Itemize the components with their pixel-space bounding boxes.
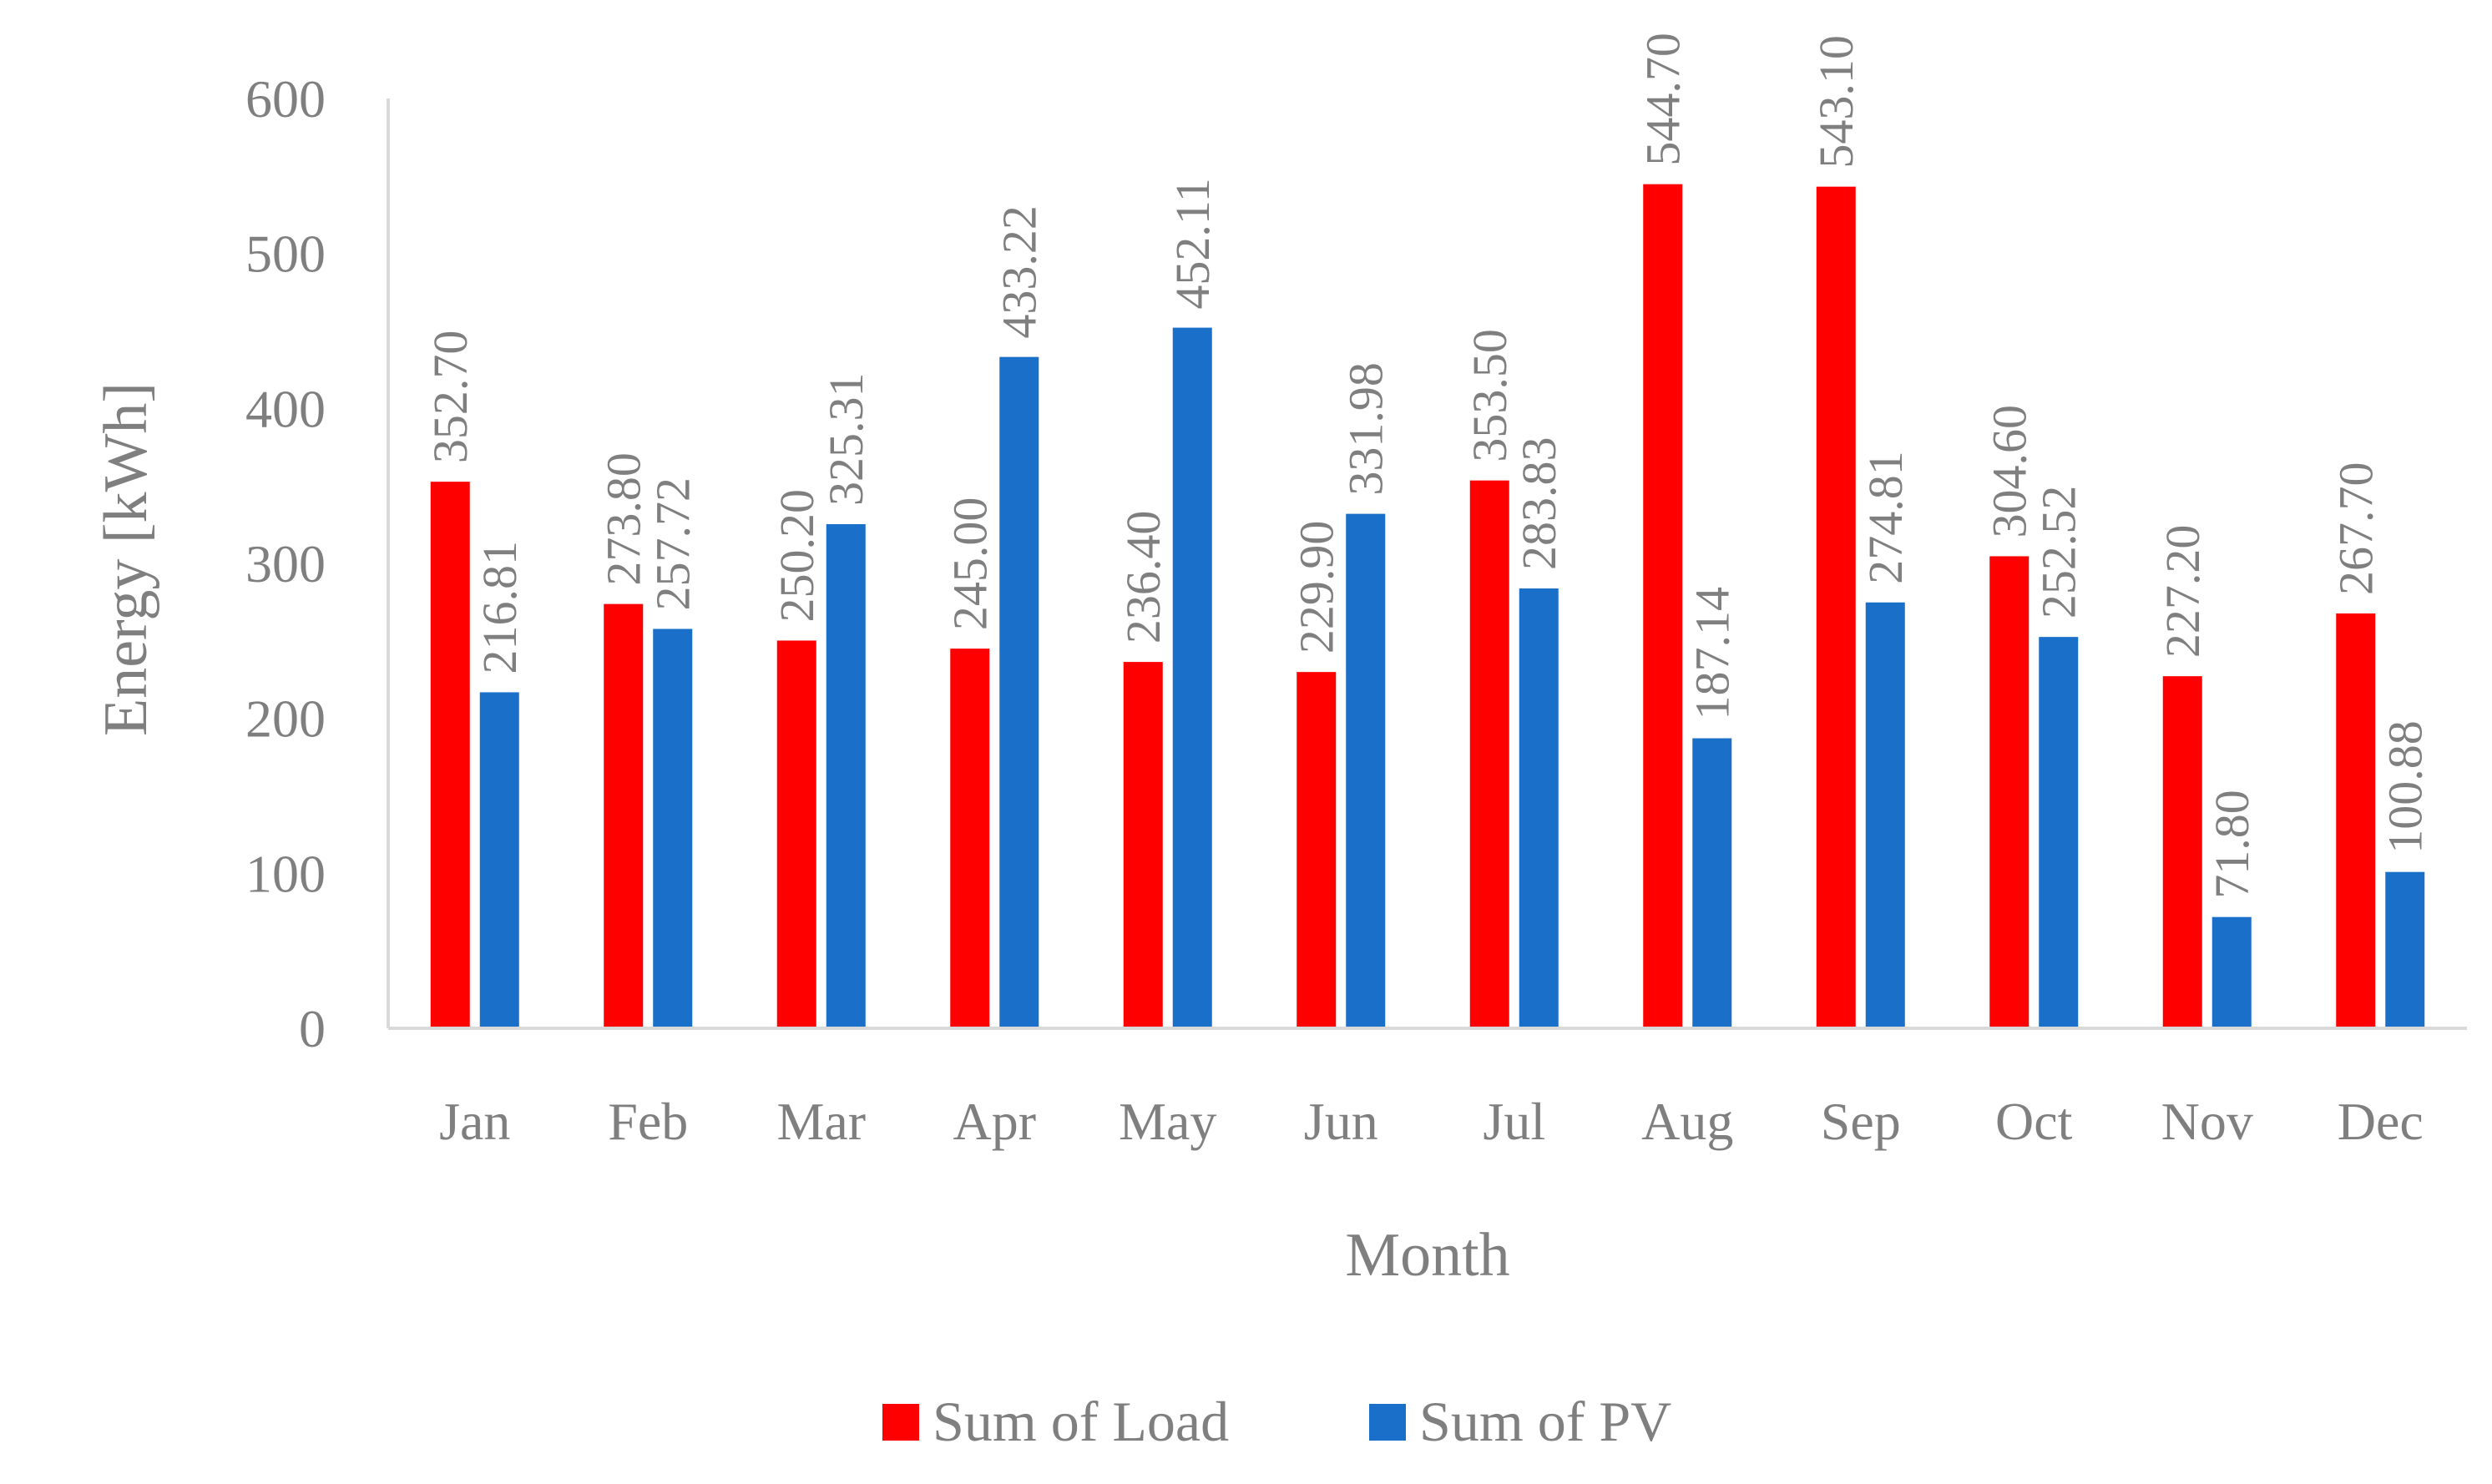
data-label: 216.81 <box>473 541 527 674</box>
y-tick-label: 400 <box>245 379 326 438</box>
x-tick-label: Oct <box>1995 1092 2073 1151</box>
data-label: 544.70 <box>1636 33 1691 166</box>
data-label: 245.00 <box>943 497 998 631</box>
x-tick-label: Apr <box>953 1092 1036 1151</box>
data-label: 452.11 <box>1165 178 1220 309</box>
x-tick-label: Feb <box>608 1092 688 1151</box>
x-tick-label: Dec <box>2338 1092 2424 1151</box>
x-tick-label: Jul <box>1483 1092 1545 1151</box>
y-tick-label: 600 <box>245 69 326 129</box>
bar-sum-of-pv-sep <box>1865 602 1905 1028</box>
bar-sum-of-load-jan <box>430 482 470 1028</box>
y-axis: 0 100 200 300 400 500 600 <box>245 69 390 1058</box>
bar-sum-of-load-mar <box>776 640 816 1028</box>
bar-sum-of-pv-oct <box>2039 637 2079 1028</box>
data-label: 267.70 <box>2329 462 2383 595</box>
data-label: 331.98 <box>1339 362 1393 496</box>
data-label: 71.80 <box>2205 790 2259 899</box>
bar-sum-of-load-feb <box>604 603 644 1028</box>
bar-sum-of-load-sep <box>1816 186 1856 1028</box>
y-tick-label: 500 <box>245 225 326 284</box>
x-tick-label: Aug <box>1641 1092 1733 1151</box>
bars <box>430 184 2425 1029</box>
data-label: 187.14 <box>1686 587 1740 720</box>
y-tick-label: 300 <box>245 534 326 593</box>
data-label: 227.20 <box>2156 525 2210 659</box>
bar-sum-of-pv-nov <box>2211 916 2252 1028</box>
legend-swatch <box>1369 1404 1406 1441</box>
legend-swatch <box>882 1404 919 1441</box>
data-label: 236.40 <box>1116 511 1170 644</box>
x-tick-label: Jan <box>439 1092 510 1151</box>
data-label: 433.22 <box>993 205 1047 339</box>
bar-sum-of-pv-jun <box>1346 513 1386 1028</box>
y-axis-title: Energy [kWh] <box>92 382 160 736</box>
data-label: 273.80 <box>597 452 651 586</box>
bar-sum-of-pv-jan <box>479 692 519 1028</box>
data-label: 250.20 <box>770 489 824 623</box>
bar-sum-of-pv-mar <box>826 524 866 1028</box>
legend: Sum of Load Sum of PV <box>882 1390 1671 1453</box>
x-tick-label: May <box>1119 1092 1216 1151</box>
x-tick-label: Sep <box>1821 1092 1901 1151</box>
data-label: 283.83 <box>1512 437 1566 571</box>
bar-sum-of-load-oct <box>1989 556 2029 1028</box>
x-tick-label: Mar <box>776 1092 866 1151</box>
x-axis-title: Month <box>1345 1221 1509 1290</box>
data-label: 353.50 <box>1463 329 1517 462</box>
legend-label: Sum of PV <box>1419 1390 1671 1453</box>
data-label: 257.72 <box>646 477 700 611</box>
data-label: 100.88 <box>2378 720 2433 854</box>
data-label: 252.52 <box>2032 486 2086 619</box>
data-label: 229.90 <box>1290 521 1344 654</box>
legend-label: Sum of Load <box>933 1390 1229 1453</box>
y-tick-label: 0 <box>299 999 326 1058</box>
bar-sum-of-pv-jul <box>1519 588 1559 1028</box>
data-label: 325.31 <box>819 373 873 507</box>
bar-sum-of-pv-dec <box>2385 871 2425 1028</box>
y-tick-label: 100 <box>245 844 326 903</box>
data-label: 304.60 <box>1983 405 2037 538</box>
bar-sum-of-pv-aug <box>1692 738 1732 1028</box>
data-label: 274.81 <box>1858 451 1913 584</box>
bar-sum-of-load-jul <box>1469 480 1509 1028</box>
bar-sum-of-pv-feb <box>653 628 693 1028</box>
x-tick-label: Jun <box>1304 1092 1378 1151</box>
bar-sum-of-load-nov <box>2162 676 2202 1028</box>
bar-sum-of-pv-may <box>1172 327 1212 1029</box>
bar-sum-of-pv-apr <box>999 356 1039 1028</box>
x-axis: Jan Feb Mar Apr May Jun Jul Aug Sep Oct Nov Dec <box>388 1027 2467 1151</box>
bar-sum-of-load-aug <box>1643 184 1683 1029</box>
x-tick-label: Nov <box>2161 1092 2253 1151</box>
bar-sum-of-load-dec <box>2336 613 2376 1028</box>
data-label: 352.70 <box>423 331 478 464</box>
bar-sum-of-load-may <box>1123 662 1163 1028</box>
bar-sum-of-load-jun <box>1297 672 1337 1028</box>
data-label: 543.10 <box>1809 35 1863 169</box>
bar-sum-of-load-apr <box>950 649 990 1028</box>
y-tick-label: 200 <box>245 689 326 749</box>
